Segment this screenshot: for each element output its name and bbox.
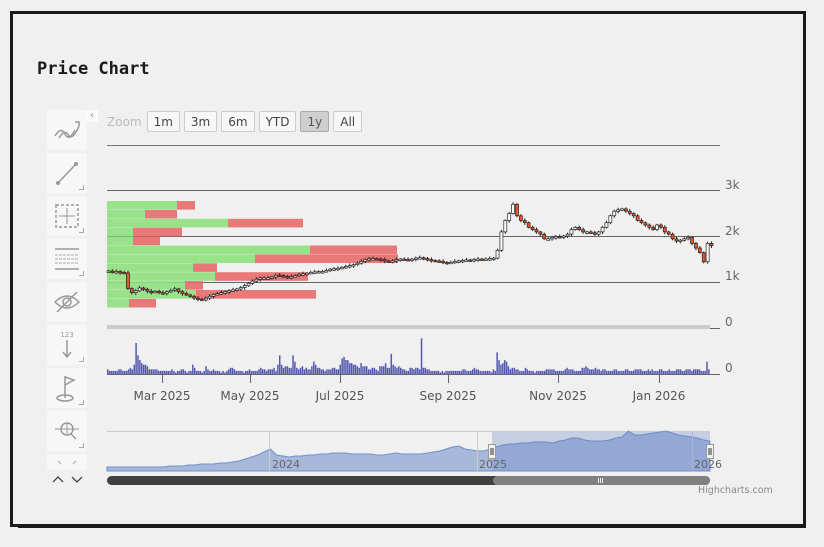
toggle-annotations-button[interactable]	[47, 282, 87, 322]
range-button-3m[interactable]: 3m	[183, 111, 218, 132]
candlestick-series[interactable]	[106, 202, 714, 302]
indicators-icon	[54, 121, 80, 139]
fibonacci-levels-icon	[55, 248, 79, 270]
x-tick-mar-2025: Mar 2025	[134, 389, 191, 403]
fibonacci-tool-button[interactable]	[47, 239, 87, 279]
navigator-handle-right[interactable]	[706, 444, 714, 459]
fullscreen-button[interactable]	[47, 454, 87, 470]
range-button-all[interactable]: All	[333, 111, 363, 132]
x-tick-sep-2025: Sep 2025	[420, 389, 477, 403]
vertical-counter-button[interactable]: 123	[47, 325, 87, 365]
measure-tool-button[interactable]	[47, 196, 87, 236]
vertical-counter-icon: 123	[60, 331, 74, 359]
fullscreen-icon	[57, 460, 77, 465]
range-button-6m[interactable]: 6m	[221, 111, 255, 132]
svg-text:123: 123	[60, 331, 73, 339]
navigator-label-2024: 2024	[272, 458, 300, 471]
measure-icon	[55, 204, 79, 228]
flag-annotation-button[interactable]	[47, 368, 87, 408]
volume-series[interactable]	[107, 338, 710, 374]
flag-annotation-icon	[56, 376, 76, 402]
y-tick-2k: 2k	[725, 224, 740, 238]
range-selector: Zoom 1m 3m 6m YTD 1y All	[107, 110, 366, 133]
navigator-series	[106, 430, 711, 472]
volume-by-price-bars	[107, 201, 398, 308]
volume-y-tick: 0	[725, 361, 733, 375]
x-tick-may-2025: May 2025	[220, 389, 279, 403]
toolbar-collapse-button[interactable]: ‹	[86, 110, 98, 122]
scrollbar-thumb[interactable]	[493, 476, 710, 485]
indicators-button[interactable]	[47, 110, 87, 150]
x-tick-jan-2026: Jan 2026	[632, 389, 686, 403]
navigator-label-2025: 2025	[479, 458, 507, 471]
indicator-pane-line	[107, 325, 710, 329]
y-tick-3k: 3k	[725, 178, 740, 192]
x-tick-nov-2025: Nov 2025	[529, 389, 587, 403]
credits-link[interactable]: Highcharts.com	[698, 485, 773, 496]
range-button-1m[interactable]: 1m	[146, 111, 180, 132]
line-tool-button[interactable]	[47, 153, 87, 193]
scrollbar[interactable]	[107, 476, 710, 485]
line-drawing-icon	[56, 162, 78, 185]
x-axis: Mar 2025 May 2025 Jul 2025 Sep 2025 Nov …	[134, 375, 686, 403]
price-gridlines	[107, 190, 720, 283]
navigator-selected-range[interactable]	[492, 432, 710, 471]
scroll-up-icon[interactable]	[52, 476, 64, 483]
indicator-y-tick: 0	[725, 315, 733, 329]
navigator-label-2026: 2026	[694, 458, 722, 471]
x-tick-jul-2025: Jul 2025	[315, 389, 365, 403]
scrollbar-grip-icon	[598, 478, 603, 483]
toggle-annotations-icon	[53, 291, 81, 313]
navigator[interactable]: 2024 2025 2026	[106, 430, 722, 472]
range-button-1y[interactable]: 1y	[300, 111, 330, 132]
y-tick-1k: 1k	[725, 269, 740, 283]
zoom-change-icon	[55, 422, 79, 440]
range-button-ytd[interactable]: YTD	[258, 111, 297, 132]
toolbar-scroll-arrows	[50, 472, 90, 489]
page-title: Price Chart	[37, 59, 150, 79]
navigator-handle-left[interactable]	[488, 444, 496, 459]
zoom-change-button[interactable]	[47, 411, 87, 451]
price-axis-labels: 3k 2k 1k	[725, 178, 740, 283]
scroll-down-icon[interactable]	[71, 476, 83, 483]
zoom-label: Zoom	[107, 114, 142, 129]
